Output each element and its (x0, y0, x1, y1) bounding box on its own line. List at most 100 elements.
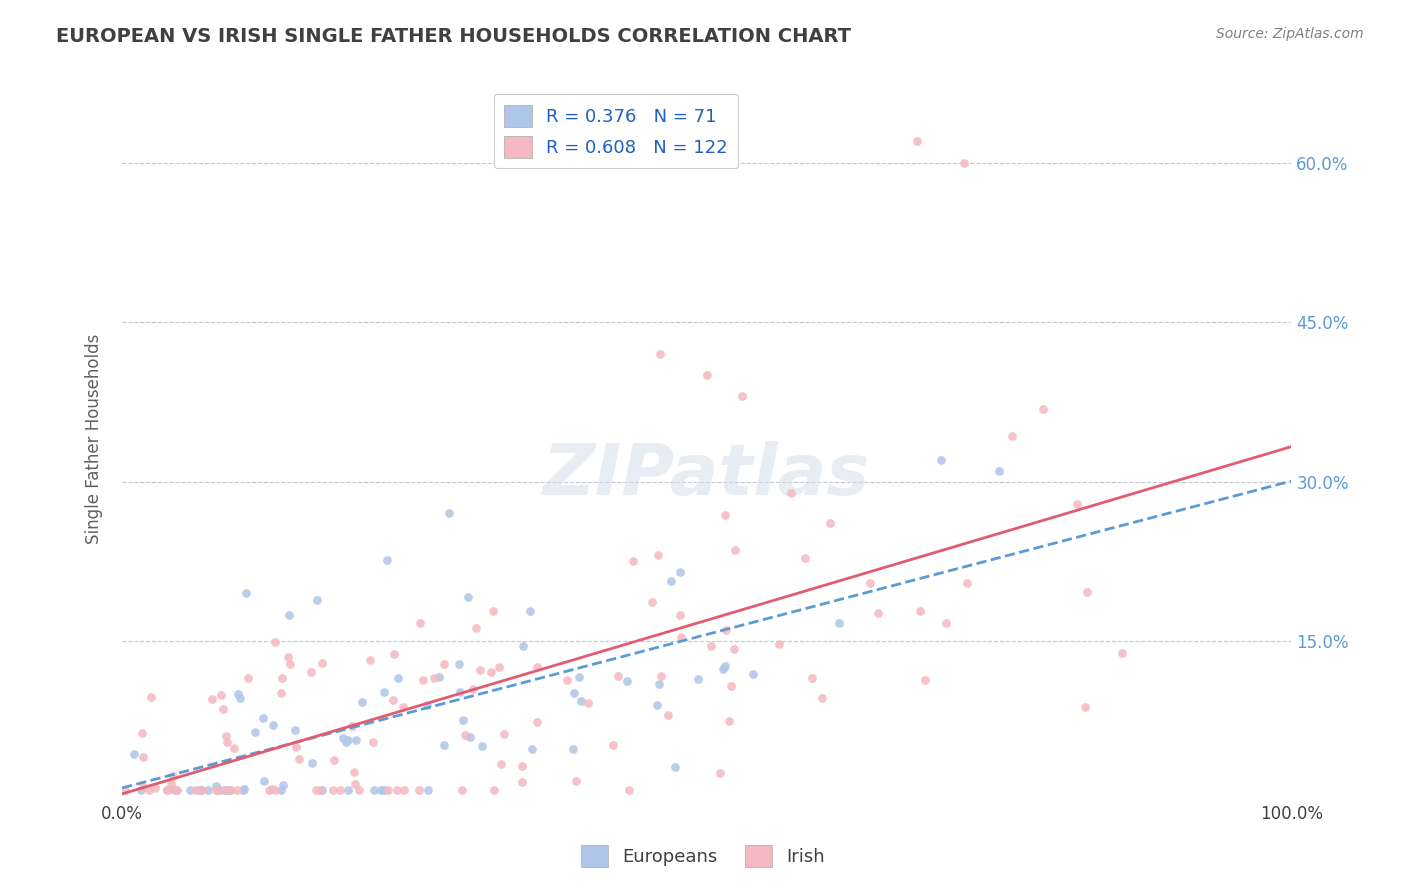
Point (166, 783, 188, 797)
Point (488, 659, 510, 673)
Point (311, 657, 333, 671)
Point (699, 640, 721, 654)
Point (308, 783, 330, 797)
Point (569, 694, 592, 708)
Point (711, 662, 734, 676)
Point (232, 783, 254, 797)
Point (201, 692, 224, 706)
Point (568, 670, 591, 684)
Point (299, 665, 322, 679)
Point (205, 779, 228, 793)
Point (1032, 402, 1054, 417)
Point (190, 783, 212, 797)
Text: ZIPatlas: ZIPatlas (543, 441, 870, 509)
Point (222, 740, 245, 755)
Point (165, 783, 187, 797)
Point (391, 699, 413, 714)
Point (344, 733, 367, 747)
Point (217, 735, 239, 749)
Point (714, 623, 737, 637)
Point (252, 711, 274, 725)
Point (277, 607, 299, 622)
Point (641, 595, 664, 609)
Point (336, 783, 359, 797)
Point (270, 686, 292, 700)
Point (233, 782, 256, 797)
Point (562, 686, 585, 700)
Point (226, 687, 249, 701)
Point (723, 641, 745, 656)
Point (659, 574, 682, 589)
Point (259, 783, 281, 797)
Point (373, 783, 395, 797)
Point (387, 671, 409, 685)
Point (1073, 700, 1095, 714)
Point (243, 725, 266, 739)
Point (423, 671, 446, 685)
Point (359, 653, 381, 667)
Point (519, 604, 541, 618)
Point (471, 739, 494, 753)
Point (263, 635, 285, 649)
Point (132, 780, 155, 794)
Point (381, 693, 404, 707)
Point (510, 759, 533, 773)
Point (162, 769, 184, 783)
Point (235, 585, 257, 599)
Point (935, 615, 957, 630)
Point (561, 742, 583, 756)
Point (392, 783, 415, 797)
Point (288, 752, 311, 766)
Point (463, 681, 485, 696)
Point (271, 671, 294, 685)
Point (271, 778, 294, 792)
Point (914, 673, 936, 688)
Point (215, 729, 238, 743)
Point (156, 783, 179, 797)
Point (277, 650, 299, 665)
Point (205, 783, 228, 797)
Point (650, 669, 672, 683)
Point (160, 777, 183, 791)
Point (361, 734, 384, 748)
Point (337, 733, 360, 747)
Point (332, 731, 354, 746)
Point (204, 783, 226, 797)
Point (253, 773, 276, 788)
Point (1001, 428, 1024, 442)
Point (602, 739, 624, 753)
Point (340, 719, 363, 733)
Point (322, 783, 344, 797)
Point (188, 783, 211, 797)
Point (714, 658, 737, 673)
Point (208, 783, 231, 797)
Point (988, 464, 1011, 478)
Point (953, 155, 976, 169)
Point (373, 685, 395, 699)
Point (375, 553, 398, 567)
Point (576, 697, 599, 711)
Point (491, 756, 513, 771)
Point (453, 728, 475, 742)
Point (138, 783, 160, 797)
Point (714, 508, 737, 522)
Point (323, 753, 346, 767)
Point (669, 630, 692, 644)
Point (260, 781, 283, 796)
Point (512, 639, 534, 653)
Point (262, 717, 284, 731)
Point (512, 774, 534, 789)
Point (131, 783, 153, 797)
Point (212, 783, 235, 797)
Point (156, 783, 179, 797)
Point (197, 783, 219, 797)
Point (794, 550, 817, 565)
Point (347, 783, 370, 797)
Point (160, 782, 183, 797)
Point (526, 715, 548, 730)
Legend: R = 0.376   N = 71, R = 0.608   N = 122: R = 0.376 N = 71, R = 0.608 N = 122 (494, 94, 738, 169)
Point (669, 608, 692, 623)
Point (132, 750, 155, 764)
Y-axis label: Single Father Households: Single Father Households (86, 334, 103, 544)
Point (526, 659, 548, 673)
